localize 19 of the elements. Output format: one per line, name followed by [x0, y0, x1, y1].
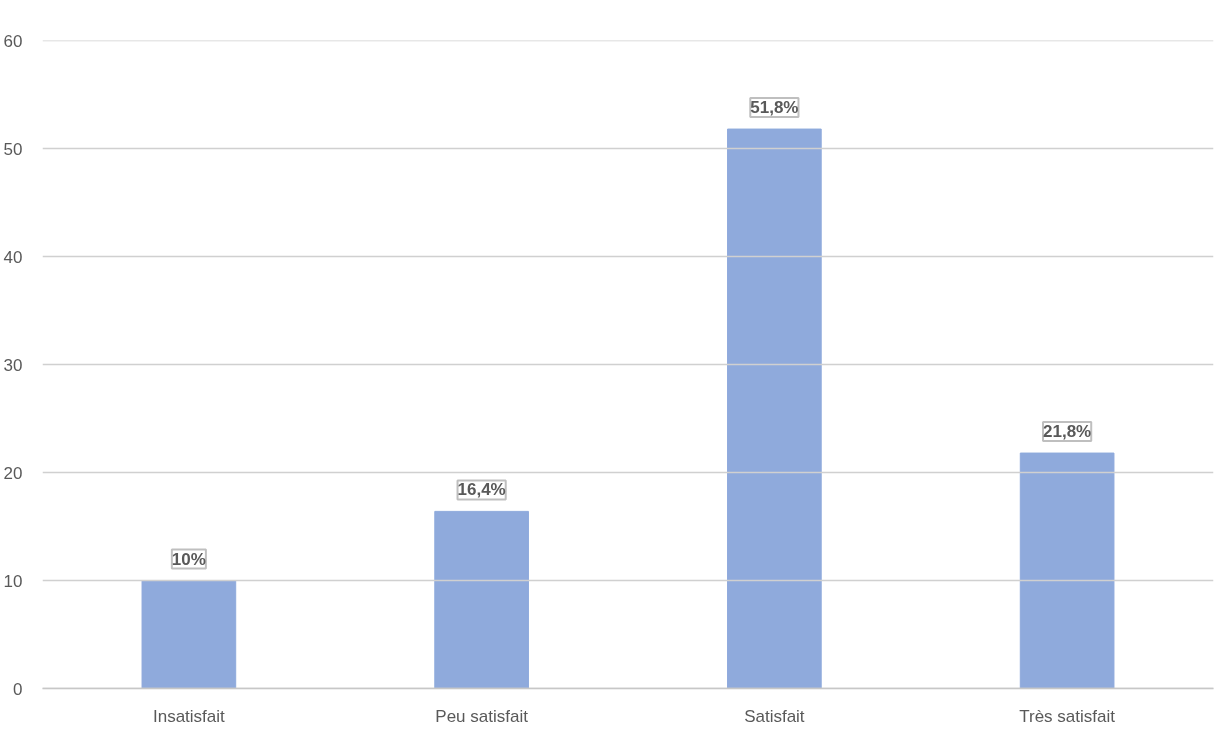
x-tick-label: Très satisfait [1019, 706, 1116, 726]
y-tick-label: 30 [3, 355, 23, 375]
y-tick-label: 20 [3, 463, 23, 483]
bar [434, 510, 529, 689]
data-label: 51,8% [750, 98, 799, 118]
y-tick-label: 40 [3, 247, 23, 267]
bar [727, 128, 822, 689]
y-tick-label: 10 [3, 571, 23, 591]
data-label: 16,4% [457, 480, 506, 500]
data-label: 21,8% [1043, 422, 1092, 442]
y-tick-label: 60 [3, 31, 23, 51]
x-tick-label: Satisfait [744, 706, 805, 726]
x-tick-label: Peu satisfait [435, 706, 529, 726]
y-tick-label: 0 [13, 679, 23, 699]
bar [1019, 452, 1115, 689]
y-tick-label: 50 [3, 139, 23, 159]
bar [141, 580, 237, 689]
x-tick-label: Insatisfait [152, 706, 226, 726]
data-label: 10% [171, 549, 206, 569]
